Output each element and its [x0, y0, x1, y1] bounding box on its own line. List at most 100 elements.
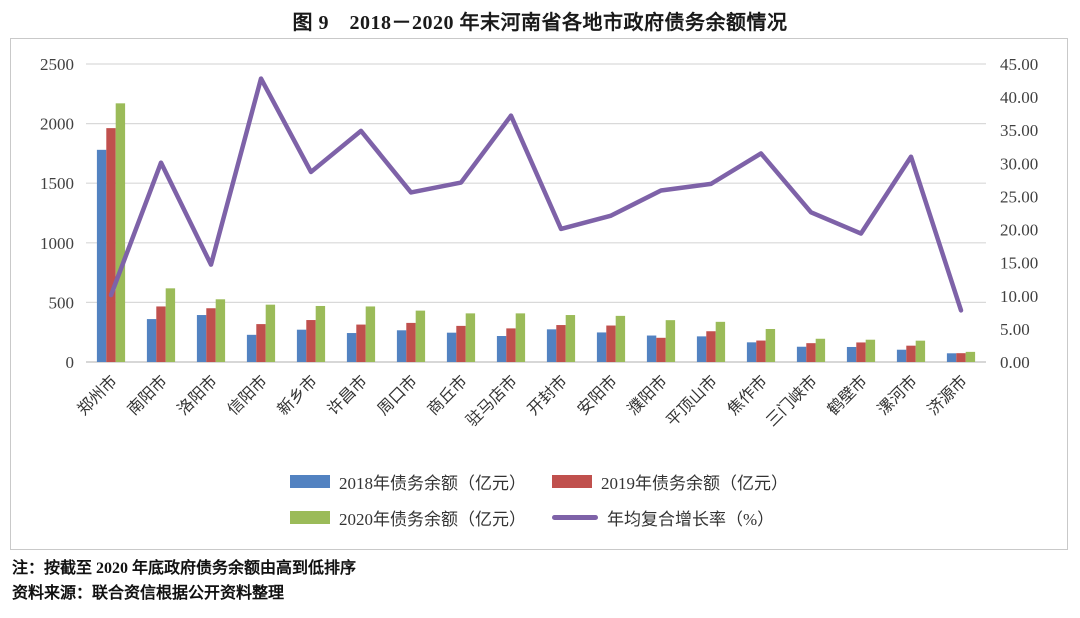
bar-segment: [506, 328, 516, 362]
x-axis-category-label: 漯河市: [874, 372, 921, 419]
y-axis-right-tick-label: 10.00: [1000, 287, 1038, 306]
bar-segment: [706, 331, 716, 362]
bar-segment: [496, 336, 507, 362]
x-axis-category-label: 驻马店市: [463, 372, 521, 430]
y-axis-right-tick-label: 35.00: [1000, 121, 1038, 140]
bar-segment: [806, 343, 816, 362]
bar-segment: [115, 103, 126, 362]
bar-segment: [596, 332, 607, 362]
bar-segment: [696, 336, 707, 362]
bar-segment: [665, 320, 676, 362]
y-axis-left-tick-label: 2500: [40, 55, 74, 74]
y-axis-left-tick-label: 1000: [40, 234, 74, 253]
y-axis-right-tick-label: 5.00: [1000, 320, 1030, 339]
bar-segment: [856, 342, 866, 362]
x-axis-category-label: 焦作市: [724, 372, 771, 419]
chart-canvas: 0 500 1000 1500 2000 2500 0.00 5.00 10.00 15.00 20…: [40, 55, 1038, 430]
bar-segment: [906, 345, 916, 362]
x-axis-category-label: 周口市: [374, 372, 421, 419]
legend-item-growth-rate: 年均复合增长率（%）: [552, 505, 788, 530]
y-axis-right-tick-label: 30.00: [1000, 154, 1038, 173]
bar-segment: [96, 149, 107, 362]
bar-segment: [156, 306, 166, 362]
x-axis-category-label: 洛阳市: [174, 372, 221, 419]
bar-segment: [756, 340, 766, 362]
chart-legend: 2018年债务余额（亿元） 2019年债务余额（亿元） 2020年债务余额（亿元…: [290, 469, 788, 530]
bar-segment: [956, 353, 966, 362]
bar-segment: [256, 324, 266, 362]
x-axis-category-label: 平顶山市: [663, 372, 721, 430]
bar-segment: [546, 329, 557, 362]
x-axis-category-label: 商丘市: [424, 372, 471, 419]
y-axis-left-tick-label: 500: [49, 293, 75, 312]
bar-segment: [556, 325, 566, 362]
bar-segment: [865, 339, 876, 362]
bar-segment: [715, 321, 726, 362]
bar-segment: [356, 324, 366, 362]
y-axis-right-tick-label: 15.00: [1000, 254, 1038, 273]
y-axis-right-tick-label: 25.00: [1000, 187, 1038, 206]
bar-segment: [365, 306, 376, 362]
x-axis-category-label: 三门峡市: [763, 372, 821, 430]
y-axis-right-tick-label: 20.00: [1000, 221, 1038, 240]
y-axis-left-tick-label: 2000: [40, 115, 74, 134]
bar-segment: [915, 340, 926, 362]
x-axis-category-label: 南阳市: [124, 372, 171, 419]
bar-segment: [196, 315, 207, 362]
y-axis-left-tick-label: 1500: [40, 174, 74, 193]
legend-label-2019: 2019年债务余额（亿元）: [601, 474, 788, 493]
x-axis-category-label: 新乡市: [274, 372, 321, 419]
x-axis-category-label: 许昌市: [324, 372, 371, 419]
bar-segment: [306, 320, 316, 362]
bar-segment: [246, 334, 257, 362]
bar-segment: [646, 335, 657, 362]
y-axis-right-tick-label: 40.00: [1000, 88, 1038, 107]
bar-segment: [965, 351, 976, 362]
legend-swatch-2019: [552, 475, 592, 488]
bar-segment: [465, 313, 476, 362]
legend-item-2018: 2018年债务余额（亿元）: [290, 469, 526, 494]
bar-segment: [815, 338, 826, 362]
bar-segment: [946, 353, 957, 362]
y-axis-right-tick-label: 45.00: [1000, 55, 1038, 74]
bar-segment: [565, 315, 576, 362]
y-axis-left-tick-label: 0: [66, 353, 75, 372]
legend-item-2019: 2019年债务余额（亿元）: [552, 469, 788, 494]
legend-label-growth-rate: 年均复合增长率（%）: [607, 510, 775, 529]
legend-item-2020: 2020年债务余额（亿元）: [290, 505, 526, 530]
bar-segment: [346, 333, 357, 362]
bar-segment: [415, 310, 426, 362]
bar-segment: [215, 299, 226, 362]
chart-frame: 0 500 1000 1500 2000 2500 0.00 5.00 10.00 15.00 20…: [10, 38, 1068, 550]
x-axis-category-label: 开封市: [524, 372, 571, 419]
legend-label-2018: 2018年债务余额（亿元）: [339, 474, 526, 493]
bar-segment: [656, 337, 666, 362]
bar-segment: [146, 319, 157, 362]
bar-segment: [165, 288, 176, 362]
bar-segment: [296, 329, 307, 362]
x-axis-category-label: 鹤壁市: [823, 371, 870, 418]
legend-swatch-2018: [290, 475, 330, 488]
page-title: 图 9 2018－2020 年末河南省各地市政府债务余额情况: [292, 12, 788, 34]
bar-segment: [456, 325, 466, 362]
bar-segment: [406, 322, 416, 362]
bar-segment: [265, 304, 276, 362]
bar-segment: [606, 325, 616, 362]
y-axis-right-tick-label: 0.00: [1000, 353, 1030, 372]
legend-line-swatch-growth-rate: [552, 515, 598, 520]
bar-segment: [206, 308, 216, 362]
legend-swatch-2020: [290, 511, 330, 524]
bar-segment: [846, 346, 857, 362]
footnotes: 注：按截至 2020 年底政府债务余额由高到低排序 资料来源：联合资信根据公开资…: [12, 556, 356, 606]
x-axis-category-label: 信阳市: [224, 372, 271, 419]
sort-note: 注：按截至 2020 年底政府债务余额由高到低排序: [12, 560, 357, 577]
bar-segment: [396, 330, 407, 362]
bar-segment: [446, 332, 457, 362]
bar-segment: [746, 342, 757, 362]
x-axis-category-label: 安阳市: [574, 372, 621, 419]
bar-segment: [615, 315, 626, 362]
bar-segment: [765, 328, 776, 362]
bar-segment: [896, 349, 907, 362]
bar-segment: [315, 305, 326, 362]
bar-segment: [106, 128, 116, 362]
